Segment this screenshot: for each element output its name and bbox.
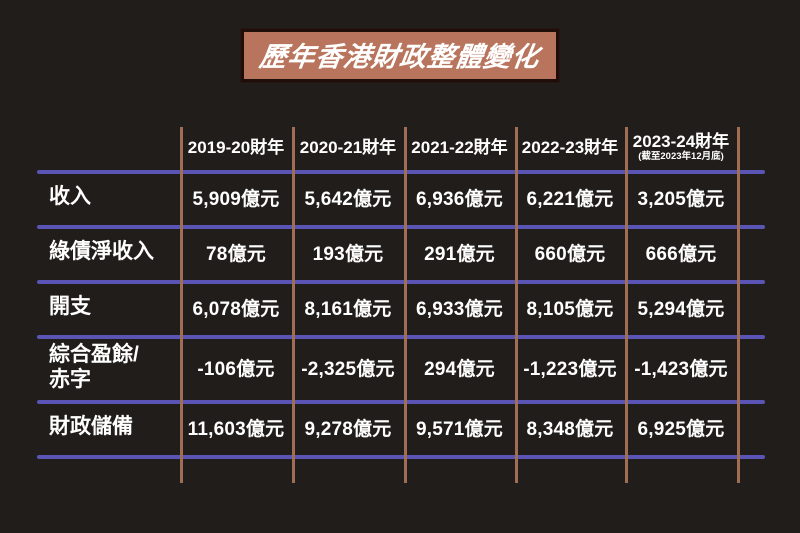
table-cell: 6,925億元 [637, 419, 725, 440]
table-cell: 5,294億元 [637, 299, 725, 320]
horizontal-rule [37, 225, 765, 229]
column-header-2019-20: 2019-20財年 [180, 127, 292, 170]
table-cell: -1,223億元 [523, 359, 617, 380]
table-cell: 660億元 [534, 244, 606, 265]
vertical-rule [625, 127, 628, 483]
table-cell: -1,423億元 [634, 359, 728, 380]
column-header-label: 2023-24財年 [632, 132, 730, 152]
vertical-rule [515, 127, 518, 483]
horizontal-rule [37, 400, 765, 404]
table-cell: 6,933億元 [416, 299, 503, 320]
title-banner: 歷年香港財政整體變化 [241, 29, 559, 82]
vertical-rule [292, 127, 295, 483]
table-cell: 5,642億元 [304, 189, 392, 210]
fiscal-table: 2019-20財年 2020-21財年 2021-22財年 2022-23財年 … [37, 127, 765, 483]
table-cell: 78億元 [206, 244, 266, 265]
table-cell: 9,571億元 [416, 419, 503, 440]
column-header-label: 2022-23財年 [521, 137, 619, 157]
table-cell: 5,909億元 [192, 189, 280, 210]
table-cell: -2,325億元 [301, 359, 395, 380]
column-header-2020-21: 2020-21財年 [292, 127, 404, 170]
table-cell: 11,603億元 [187, 419, 285, 440]
table-cell: 6,078億元 [192, 299, 280, 320]
column-header-note: (截至2023年12月底) [638, 150, 724, 162]
page-title: 歷年香港財政整體變化 [257, 42, 542, 72]
horizontal-rule [37, 170, 765, 174]
row-label-surplus-deficit: 綜合盈餘/ 赤字 [49, 343, 139, 391]
table-grid: 2019-20財年 2020-21財年 2021-22財年 2022-23財年 … [37, 127, 765, 483]
horizontal-rule [37, 455, 765, 459]
horizontal-rule [37, 335, 765, 339]
column-header-label: 2021-22財年 [411, 137, 508, 157]
vertical-rule [180, 127, 183, 483]
row-label-fiscal-reserves: 財政儲備 [49, 415, 133, 439]
table-cell: 8,161億元 [304, 299, 392, 320]
table-cell: 294億元 [424, 359, 495, 380]
table-cell: 3,205億元 [637, 189, 725, 210]
table-cell: 666億元 [645, 244, 717, 265]
row-label-green-bond: 綠債淨收入 [49, 240, 154, 264]
column-header-2023-24: 2023-24財年 (截至2023年12月底) [625, 127, 737, 170]
table-cell: -106億元 [197, 359, 275, 380]
table-cell: 6,936億元 [416, 189, 503, 210]
horizontal-rule [37, 280, 765, 284]
table-cell: 8,348億元 [526, 419, 614, 440]
table-cell: 8,105億元 [526, 299, 614, 320]
column-header-label: 2019-20財年 [187, 137, 285, 157]
row-label-revenue: 收入 [49, 185, 91, 209]
table-cell: 291億元 [424, 244, 495, 265]
row-label-expenditure: 開支 [49, 295, 91, 319]
table-cell: 193億元 [312, 244, 384, 265]
vertical-rule [404, 127, 407, 483]
title-banner-container: 歷年香港財政整體變化 [0, 29, 800, 82]
vertical-rule [737, 127, 740, 483]
table-cell: 6,221億元 [526, 189, 614, 210]
column-header-2022-23: 2022-23財年 [515, 127, 625, 170]
column-header-2021-22: 2021-22財年 [404, 127, 515, 170]
column-header-label: 2020-21財年 [299, 137, 397, 157]
table-cell: 9,278億元 [304, 419, 392, 440]
